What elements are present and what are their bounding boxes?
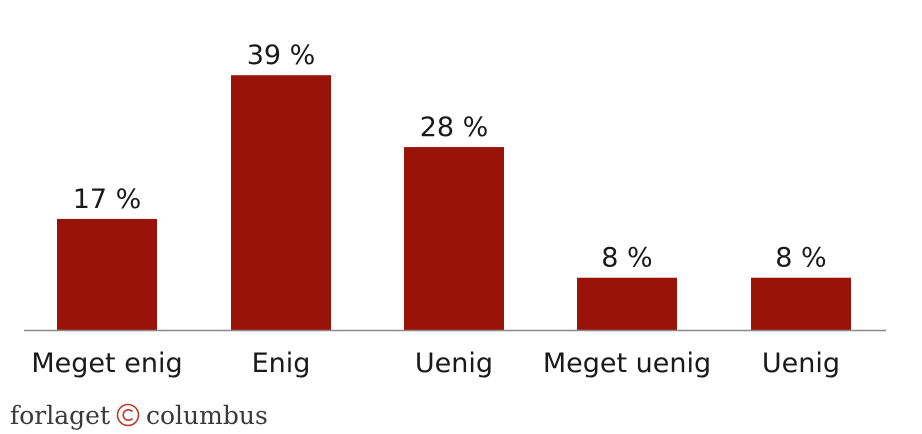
- value-label-3: 28 %: [420, 112, 489, 143]
- value-label-4: 8 %: [601, 243, 652, 274]
- publisher-logo: forlaget columbus: [10, 398, 268, 432]
- bars-group: [57, 75, 851, 330]
- bar-5: [751, 277, 851, 330]
- bar-1: [57, 218, 157, 330]
- publisher-name-left: forlaget: [10, 400, 110, 430]
- publisher-name-right: columbus: [146, 400, 268, 430]
- category-labels-group: Meget enig Enig Uenig Meget uenig Uenig: [31, 348, 840, 379]
- bar-2: [231, 75, 331, 330]
- category-label-4: Meget uenig: [543, 348, 711, 379]
- category-label-1: Meget enig: [31, 348, 182, 379]
- bar-3: [404, 147, 504, 330]
- value-label-2: 39 %: [247, 40, 316, 71]
- category-label-5: Uenig: [762, 348, 840, 379]
- columbus-c-logo-icon: [116, 403, 140, 427]
- category-label-3: Uenig: [415, 348, 493, 379]
- value-label-5: 8 %: [775, 243, 826, 274]
- category-label-2: Enig: [252, 348, 311, 379]
- value-labels-group: 17 % 39 % 28 % 8 % 8 %: [73, 40, 827, 274]
- bar-4: [577, 277, 677, 330]
- value-label-1: 17 %: [73, 184, 142, 215]
